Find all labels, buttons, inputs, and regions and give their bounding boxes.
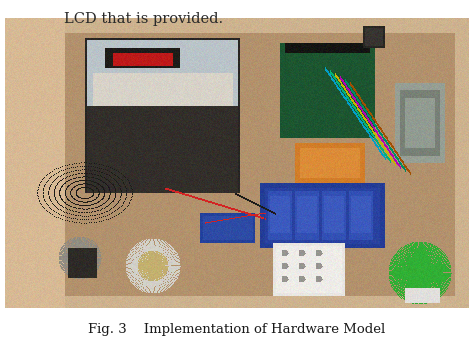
Text: LCD that is provided.: LCD that is provided. <box>64 12 223 26</box>
Text: Fig. 3    Implementation of Hardware Model: Fig. 3 Implementation of Hardware Model <box>88 323 386 336</box>
